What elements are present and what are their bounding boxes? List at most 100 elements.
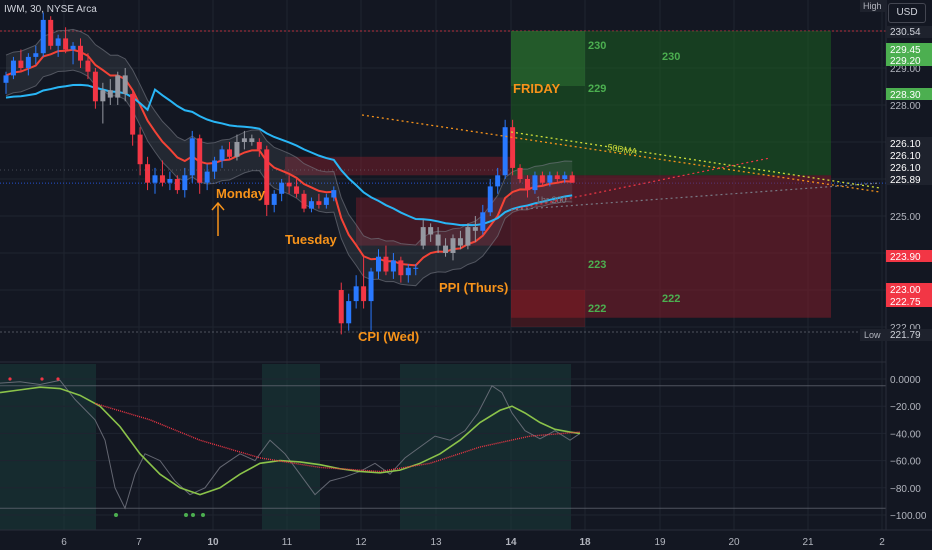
time-tick-label: 6 bbox=[61, 537, 67, 548]
candle-body bbox=[569, 175, 575, 183]
time-tick-label: 2 bbox=[879, 537, 885, 548]
price-tick-label: 229.00 bbox=[890, 64, 921, 75]
candle-body bbox=[465, 227, 471, 246]
time-tick-label: 21 bbox=[802, 537, 814, 548]
osc-tick-label: −20.00 bbox=[890, 402, 921, 413]
high-tag-label: High bbox=[863, 1, 882, 11]
low-value-tag bbox=[886, 329, 932, 341]
zone-label: 223 bbox=[588, 259, 606, 271]
candle-body bbox=[85, 60, 91, 72]
low-tag-bg bbox=[860, 329, 886, 341]
price-tag bbox=[886, 295, 932, 307]
candle-body bbox=[204, 171, 210, 183]
price-tick-label: 222.00 bbox=[890, 323, 921, 334]
candle-body bbox=[316, 201, 322, 205]
candle-body bbox=[159, 175, 165, 183]
price-tag bbox=[886, 54, 932, 66]
candles bbox=[3, 12, 575, 335]
candle-body bbox=[122, 75, 128, 94]
candle-body bbox=[279, 182, 285, 194]
candle-body bbox=[308, 201, 314, 209]
symbol-title: IWM, 30, NYSE Arca bbox=[4, 4, 97, 15]
trendline-50dma bbox=[510, 131, 881, 189]
time-tick-label: 18 bbox=[579, 537, 591, 548]
candle-body bbox=[241, 138, 247, 142]
band-upper bbox=[5, 28, 573, 246]
price-tick-label: 225.00 bbox=[890, 212, 921, 223]
candle-body bbox=[10, 60, 16, 76]
price-tag bbox=[886, 250, 932, 262]
candle-body bbox=[48, 19, 54, 46]
profit-zone bbox=[511, 31, 831, 176]
osc-dot bbox=[201, 513, 205, 517]
price-axis: 230.00229.00228.00227.00226.00225.00224.… bbox=[860, 0, 932, 550]
candle-body bbox=[189, 138, 195, 176]
candle-body bbox=[33, 53, 39, 57]
currency-button[interactable]: USD bbox=[888, 3, 926, 23]
annotation-1hr200: 1hr 200 bbox=[536, 195, 567, 205]
time-tick-label: 12 bbox=[355, 537, 367, 548]
osc-tick-label: 0.0000 bbox=[890, 375, 921, 386]
arrow-head bbox=[211, 201, 225, 211]
candle-body bbox=[249, 138, 255, 142]
candle-body bbox=[286, 182, 292, 187]
low-value-label: 221.79 bbox=[890, 330, 921, 341]
candle-body bbox=[353, 286, 359, 302]
osc-dot bbox=[8, 377, 12, 381]
price-tag-label: 226.10 bbox=[890, 163, 921, 174]
price-tag-label: 223.90 bbox=[890, 252, 921, 263]
moving-average-bands bbox=[5, 28, 573, 287]
annotation-50dma: 50DMA bbox=[607, 142, 638, 157]
candle-body bbox=[383, 256, 389, 272]
osc-shade bbox=[262, 364, 320, 530]
candle-body bbox=[443, 245, 449, 253]
candle-body bbox=[197, 138, 203, 183]
osc-shade bbox=[400, 364, 571, 530]
zone-label: 230 bbox=[662, 51, 680, 63]
annotation-monday: Monday bbox=[216, 186, 266, 201]
annotations: Monday Tuesday CPI (Wed) PPI (Thurs) FRIDAY 5… bbox=[211, 81, 638, 344]
time-tick-label: 7 bbox=[136, 537, 142, 548]
candle-body bbox=[539, 175, 545, 183]
osc-tick-label: −60.00 bbox=[890, 457, 921, 468]
trendline-red bbox=[510, 157, 771, 211]
candle-body bbox=[480, 212, 486, 231]
osc-fast-line bbox=[0, 379, 581, 510]
candle-body bbox=[562, 175, 568, 179]
band-fill bbox=[6, 29, 573, 286]
candle-body bbox=[107, 90, 113, 98]
candle-body bbox=[174, 179, 180, 191]
candle-body bbox=[532, 175, 538, 191]
candle-body bbox=[323, 197, 329, 205]
trendline-gray bbox=[510, 182, 881, 211]
candle-body bbox=[55, 38, 61, 46]
candle-body bbox=[517, 167, 523, 179]
price-tag bbox=[886, 88, 932, 100]
candle-body bbox=[70, 45, 76, 50]
candle-body bbox=[502, 127, 508, 176]
candle-body bbox=[212, 160, 218, 172]
candle-body bbox=[227, 149, 232, 157]
time-tick-label: 13 bbox=[430, 537, 442, 548]
candle-body bbox=[264, 149, 270, 205]
candle-body bbox=[413, 267, 419, 269]
annotation-cpi: CPI (Wed) bbox=[358, 329, 419, 344]
annotation-tuesday: Tuesday bbox=[285, 232, 338, 247]
candle-body bbox=[390, 260, 396, 272]
osc-shade bbox=[0, 364, 96, 530]
candle-body bbox=[301, 193, 307, 209]
trendline-orange bbox=[361, 114, 881, 193]
candle-body bbox=[547, 175, 553, 183]
candle-body bbox=[346, 301, 352, 324]
price-tag-label: 229.20 bbox=[890, 56, 921, 67]
time-tick-label: 14 bbox=[505, 537, 517, 548]
time-tick-label: 20 bbox=[728, 537, 740, 548]
high-value-label: 230.54 bbox=[890, 27, 921, 38]
candle-body bbox=[428, 227, 434, 235]
candle-body bbox=[115, 75, 121, 98]
osc-tick-label: −100.00 bbox=[890, 511, 927, 522]
zone-label: 222 bbox=[662, 293, 680, 305]
osc-dot bbox=[184, 513, 188, 517]
candle-body bbox=[3, 75, 9, 83]
